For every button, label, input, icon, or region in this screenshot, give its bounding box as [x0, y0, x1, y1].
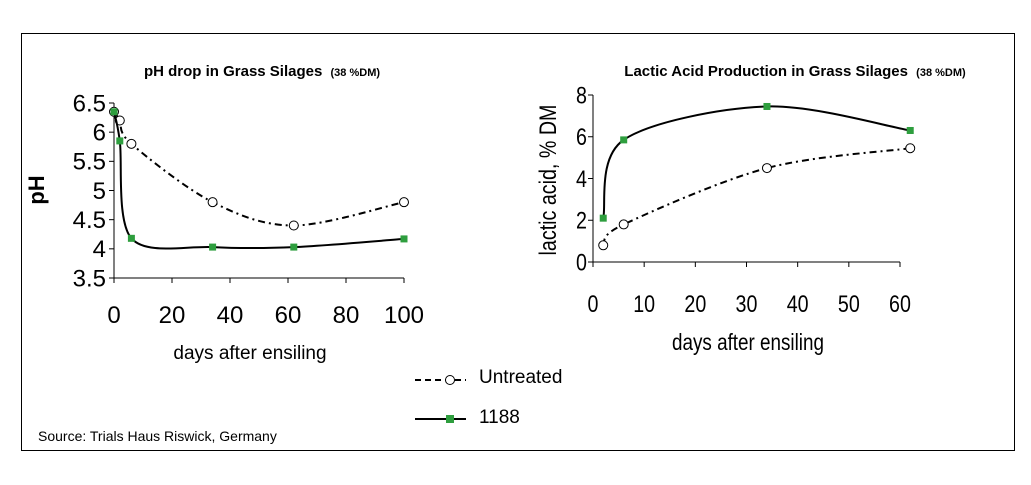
chart2-ytick-label: 8	[576, 82, 587, 109]
chart2-point-untreated	[618, 219, 629, 230]
legend-untreated-marker	[445, 375, 455, 385]
chart1-ytick-label: 3.5	[73, 265, 106, 292]
chart1-xtick-label: 40	[217, 302, 244, 329]
chart1-point-untreated	[288, 220, 299, 231]
chart1-point-1188	[110, 108, 118, 116]
chart2-point-untreated	[598, 240, 609, 251]
chart2-point-untreated	[761, 163, 772, 174]
chart1-xtick-label: 100	[384, 302, 424, 329]
chart1-ytick-label: 6.5	[73, 90, 106, 117]
chart2-ytick-label: 6	[576, 123, 587, 150]
chart1-point-1188	[400, 235, 408, 243]
chart2-point-1188	[620, 136, 628, 144]
chart1-ytick-label: 4.5	[73, 207, 106, 234]
chart1-ytick-label: 6	[93, 120, 106, 147]
chart1-xtick-label: 20	[159, 302, 186, 329]
chart1-ylabel: pH	[24, 175, 49, 204]
chart1-point-1188	[127, 234, 135, 242]
chart1-xtick-label: 60	[275, 302, 302, 329]
chart2-plot: 0 2 4 6 8 0 10 20 30 40 50 60	[576, 82, 916, 317]
chart2-xtick-label: 10	[633, 290, 655, 317]
chart2-xtick-label: 50	[838, 290, 860, 317]
chart2-xtick-label: 40	[787, 290, 809, 317]
chart2-point-1188	[906, 126, 914, 134]
legend-untreated-label: Untreated	[479, 367, 562, 388]
chart-frame	[21, 33, 1015, 451]
chart2-title: Lactic Acid Production in Grass Silages …	[624, 63, 966, 80]
chart1-point-untreated	[126, 138, 137, 149]
chart2-series-line-1188	[602, 105, 911, 219]
chart1-point-1188	[290, 243, 298, 251]
chart2-point-1188	[763, 102, 771, 110]
chart1-title: pH drop in Grass Silages (38 %DM)	[144, 63, 380, 80]
chart1-ytick-label: 5.5	[73, 149, 106, 176]
chart2-xtick-label: 20	[684, 290, 706, 317]
chart2-xtick-label: 30	[736, 290, 758, 317]
chart2-ylabel: lactic acid, % DM	[534, 105, 561, 256]
chart2-title-suffix: (38 %DM)	[916, 67, 966, 79]
chart2-ytick-label: 4	[576, 165, 587, 192]
chart2-point-1188	[599, 214, 607, 222]
chart1-series-line-1188	[113, 111, 405, 250]
chart2-xtick-label: 0	[588, 290, 599, 317]
source-text: Source: Trials Haus Riswick, Germany	[38, 428, 277, 444]
chart1-plot: 3.544.555.56 6.5 0 20 40 60 80 100	[73, 90, 424, 329]
legend-1188-marker	[446, 415, 454, 423]
chart2-xtick-label: 60	[889, 290, 911, 317]
chart1-title-suffix: (38 %DM)	[331, 67, 381, 79]
chart2-point-untreated	[905, 143, 916, 154]
chart1-point-1188	[116, 137, 124, 145]
chart1-point-untreated	[207, 197, 218, 208]
chart1-xtick-label: 0	[107, 302, 120, 329]
chart1-point-1188	[209, 243, 217, 251]
legend-item-1188: 1188	[415, 407, 520, 428]
chart2-series-line-untreated	[602, 147, 911, 246]
legend-1188-label: 1188	[479, 407, 520, 428]
chart1-xlabel: days after ensiling	[173, 343, 326, 364]
chart1-ytick-label: 5	[93, 178, 106, 205]
legend-item-untreated: Untreated	[415, 367, 562, 388]
chart2-ytick-label: 2	[576, 207, 587, 234]
chart1-ytick-label: 4	[93, 236, 106, 263]
chart1-point-untreated	[399, 197, 409, 208]
chart1-series-line-untreated	[113, 111, 405, 227]
legend: Untreated 1188	[415, 367, 562, 428]
chart1-xtick-label: 80	[333, 302, 360, 329]
chart2-ytick-label: 0	[576, 249, 587, 276]
chart2-xlabel: days after ensiling	[672, 330, 824, 355]
